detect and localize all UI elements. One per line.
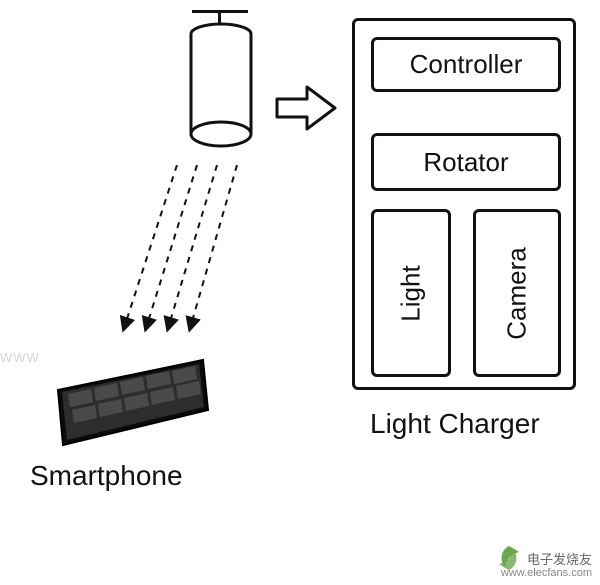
rotator-label: Rotator [423, 147, 508, 178]
smartphone-label: Smartphone [30, 460, 183, 492]
lamp-icon [187, 22, 255, 152]
watermark-text: WWW [0, 350, 40, 365]
branding-cn-text: 电子发烧友 [527, 549, 592, 568]
light-charger-label: Light Charger [370, 408, 540, 440]
camera-label: Camera [502, 247, 533, 339]
light-beam [115, 165, 255, 335]
branding-url-text: www.elecfans.com [501, 567, 592, 579]
light-label: Light [395, 265, 426, 321]
controller-label: Controller [410, 49, 523, 80]
branding-logo: 电子发烧友 www.elecfans.com [467, 539, 592, 577]
light-component: Light [371, 209, 451, 377]
diagram-canvas: Controller Rotator Light Camera Smartpho… [0, 0, 600, 585]
rotator-component: Rotator [371, 133, 561, 191]
camera-component: Camera [473, 209, 561, 377]
controller-component: Controller [371, 37, 561, 92]
arrow-icon [275, 85, 337, 131]
light-charger-box: Controller Rotator Light Camera [352, 18, 576, 390]
ceiling-mount [192, 10, 248, 22]
smartphone-icon [18, 320, 218, 455]
